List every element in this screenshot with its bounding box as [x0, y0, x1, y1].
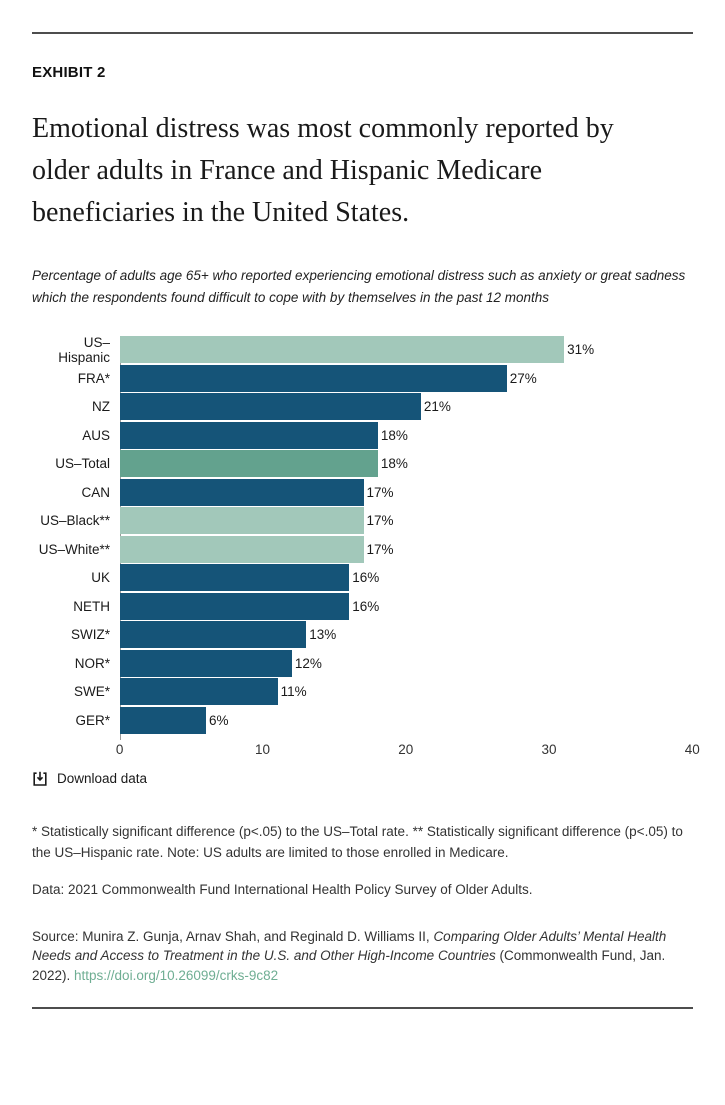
bar-value-label: 18% [380, 427, 408, 443]
download-icon [32, 771, 48, 787]
bar-track: 18% [120, 450, 693, 477]
bar-track: 13% [120, 621, 693, 648]
page-title-line: beneficiaries in the United States. [32, 197, 410, 228]
bar-rows: US–Hispanic 31% FRA* 27% NZ 21% AUS 18% US–Total… [32, 334, 693, 740]
bar-category-label: SWIZ* [71, 627, 110, 642]
bar-track: 31% [120, 336, 693, 363]
bar-row: NETH 16% [32, 592, 693, 620]
bar [120, 621, 307, 648]
bar-chart: US–Hispanic 31% FRA* 27% NZ 21% AUS 18% US–Total… [32, 334, 700, 761]
x-tick-label: 0 [115, 741, 124, 757]
chart-subtitle-line: Percentage of adults age 65+ who reporte… [32, 268, 686, 283]
exhibit-page: EXHIBIT 2 Emotional distress was most co… [0, 32, 725, 1009]
bar-value-label: 31% [567, 342, 595, 357]
bar [120, 678, 278, 705]
bar [120, 535, 364, 563]
bar-value-label: 27% [509, 370, 537, 386]
bar-row: US–Hispanic 31% [32, 334, 693, 365]
bar-value-label: 16% [352, 570, 380, 585]
bar-row: GER* 6% [32, 706, 693, 734]
footnote-text: * Statistically significant difference (… [32, 823, 683, 860]
x-tick-label: 40 [684, 741, 700, 757]
bar [120, 507, 364, 534]
x-tick-label: 10 [254, 741, 271, 757]
bar-row: NZ 21% [32, 393, 693, 420]
page-title-line: older adults in France and Hispanic Medi… [32, 155, 543, 186]
bar-category-label: UK [91, 570, 110, 585]
x-tick-label: 20 [398, 741, 414, 757]
bar [120, 478, 364, 506]
download-data-button[interactable]: Download data [32, 771, 147, 787]
bar [120, 336, 565, 363]
bar-row: SWIZ* 13% [32, 621, 693, 648]
bar [120, 450, 378, 477]
bar-category-label: AUS [82, 427, 110, 443]
doi-link[interactable]: https://doi.org/10.26099/crks-9c82 [74, 967, 279, 983]
bar-category-label: US–White** [38, 541, 110, 557]
citation-suffix: (Commonwealth Fund, Jan. 2022). [32, 948, 666, 983]
bar-value-label: 21% [423, 399, 451, 414]
bar-value-label: 18% [380, 456, 408, 471]
bar-row: US–White** 17% [32, 535, 693, 563]
bar-category-label: US–Hispanic [58, 334, 110, 365]
bar-track: 18% [120, 421, 693, 449]
bar-category-label: US–Black** [40, 513, 110, 528]
bar-row: US–Total 18% [32, 450, 693, 477]
bar [120, 393, 421, 420]
chart-subtitle: Percentage of adults age 65+ who reporte… [32, 265, 693, 309]
bar-category-label: US–Total [55, 456, 110, 471]
bar-row: UK 16% [32, 564, 693, 591]
citation-report-title: Comparing Older Adults’ Mental Health Ne… [32, 928, 667, 964]
page-title-line: Emotional distress was most commonly rep… [32, 113, 614, 144]
bar-value-label: 17% [366, 484, 394, 500]
bar-category-label: CAN [81, 484, 110, 500]
bar-track: 11% [120, 678, 693, 705]
page-title: Emotional distress was most commonly rep… [32, 108, 693, 234]
bar-row: FRA* 27% [32, 364, 693, 392]
bar-track: 6% [120, 706, 693, 734]
bar-track: 17% [120, 478, 693, 506]
bar [120, 364, 507, 392]
bar-value-label: 17% [366, 513, 394, 528]
download-label: Download data [57, 771, 148, 786]
bar-row: CAN 17% [32, 478, 693, 506]
bar-value-label: 17% [366, 541, 394, 557]
bar-track: 16% [120, 592, 693, 620]
bar [120, 706, 206, 734]
bar-value-label: 12% [294, 655, 322, 671]
chart-subtitle-line: which the respondents found difficult to… [32, 290, 550, 305]
bar-track: 17% [120, 535, 693, 563]
bar-category-label: NETH [73, 598, 110, 614]
bottom-divider [32, 1007, 693, 1009]
bar-value-label: 16% [352, 598, 380, 614]
bar-row: NOR* 12% [32, 649, 693, 677]
bar [120, 592, 350, 620]
bar-track: 21% [120, 393, 693, 420]
bar-category-label: SWE* [73, 684, 110, 699]
bar-track: 17% [120, 507, 693, 534]
bar-category-label: FRA* [77, 370, 110, 386]
bar [120, 421, 378, 449]
bar-category-label: NOR* [74, 655, 110, 671]
bar-track: 12% [120, 649, 693, 677]
bar [120, 649, 292, 677]
exhibit-label: EXHIBIT 2 [32, 64, 106, 81]
bar-value-label: 11% [280, 684, 307, 699]
bar-row: AUS 18% [32, 421, 693, 449]
bar-track: 27% [120, 364, 693, 392]
x-axis: 0 10 20 30 40 [116, 739, 700, 761]
bar-value-label: 6% [208, 712, 229, 728]
citation: Source: Munira Z. Gunja, Arnav Shah, and… [32, 927, 693, 986]
x-tick-label: 30 [541, 741, 557, 757]
data-source-text: Data: 2021 Commonwealth Fund Internation… [32, 881, 533, 897]
bar-category-label: GER* [75, 712, 110, 728]
citation-prefix: Source: Munira Z. Gunja, Arnav Shah, and… [32, 928, 434, 944]
bar-row: SWE* 11% [32, 678, 693, 705]
bar [120, 564, 350, 591]
bar-value-label: 13% [309, 627, 337, 642]
bar-track: 16% [120, 564, 693, 591]
top-divider [32, 32, 693, 34]
bar-row: US–Black** 17% [32, 507, 693, 534]
bar-category-label: NZ [92, 399, 110, 414]
